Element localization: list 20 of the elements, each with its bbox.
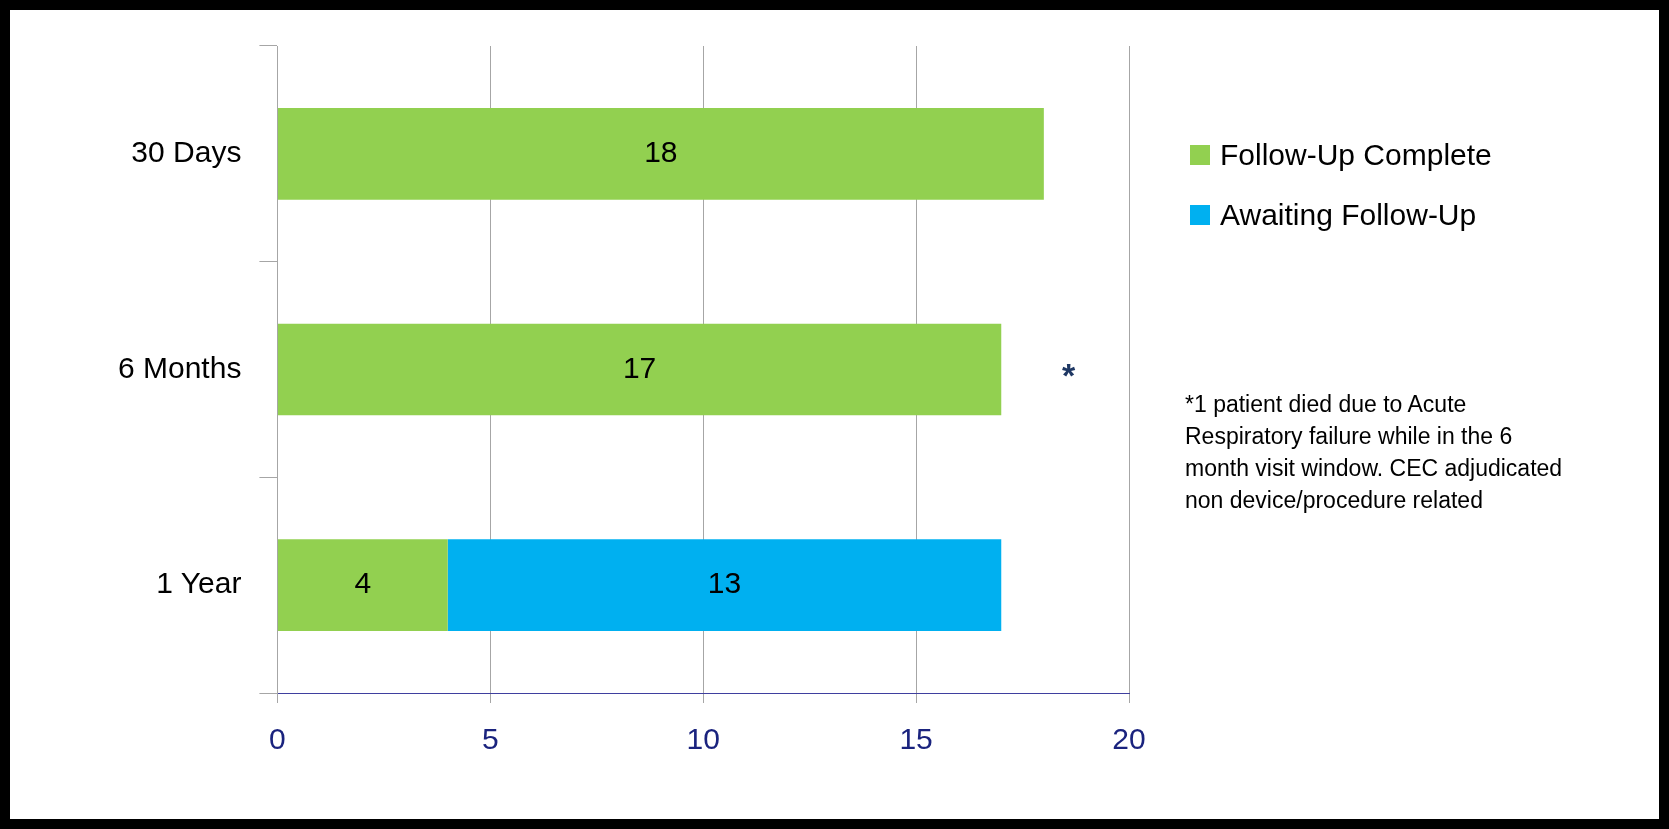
- x-tick-label: 20: [1112, 722, 1146, 756]
- data-label: 13: [707, 566, 742, 600]
- bar: [277, 539, 448, 631]
- text: *1 patient died due to Acute Respiratory failure while in the 6 month visit window. CEC adjudicated non device/procedure related: [1185, 390, 1564, 515]
- legend-label: Awaiting Follow-Up: [1220, 198, 1477, 232]
- bar: [277, 108, 1044, 200]
- y-tick-label: 30 Days: [131, 135, 242, 169]
- legend-label: Follow-Up Complete: [1220, 138, 1492, 172]
- x-tick-label: 0: [269, 722, 286, 756]
- annotation: *: [1062, 356, 1076, 395]
- data-label: 17: [622, 350, 657, 384]
- data-label: 4: [354, 566, 372, 600]
- x-tick-label: 10: [686, 722, 720, 756]
- y-tick-label: 1 Year: [156, 566, 242, 600]
- data-label: 18: [644, 135, 678, 169]
- x-tick-label: 15: [899, 722, 933, 756]
- x-tick-label: 5: [481, 722, 499, 756]
- bar: [277, 323, 1002, 416]
- y-tick-label: 6 Months: [117, 350, 242, 384]
- bar: [447, 539, 1002, 631]
